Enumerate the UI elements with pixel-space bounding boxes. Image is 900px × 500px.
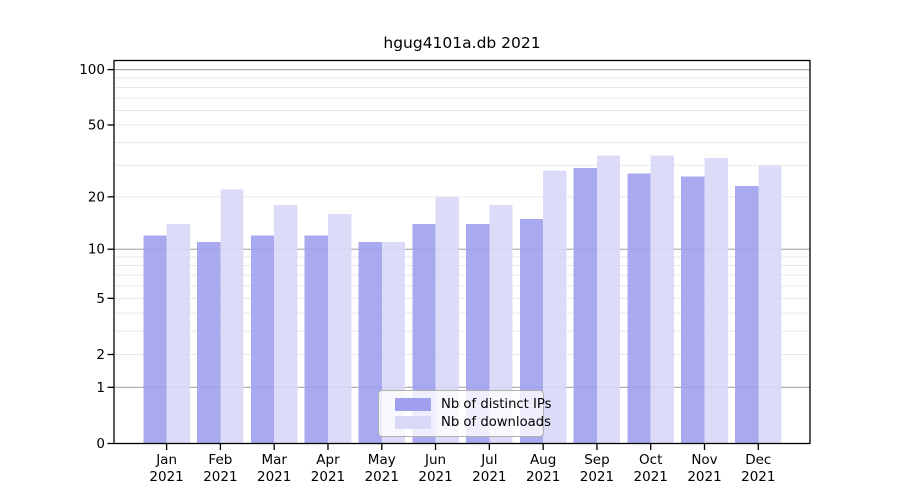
bar-nb-of-distinct-ips-jun [412,224,436,444]
bar-nb-of-distinct-ips-feb [197,242,221,444]
bar-nb-of-distinct-ips-oct [627,173,651,444]
bar-nb-of-distinct-ips-apr [304,235,328,444]
plot-border [113,59,811,445]
bar-nb-of-distinct-ips-aug [519,218,544,444]
legend-swatch-distinct-ips [395,397,431,411]
y-tick-label-50: 50 [88,117,105,133]
x-tick-label-jun: Jun [424,452,446,468]
bar-nb-of-downloads-jan [166,224,190,444]
x-tick-label-jul: Jul [480,452,497,468]
x-tick-label-nov: Nov [691,452,717,468]
x-tick-label-dec: Dec [745,452,771,468]
bar-nb-of-downloads-mar [274,204,298,444]
bar-nb-of-distinct-ips-mar [250,235,275,444]
y-tick-label-100: 100 [79,62,105,78]
x-tick-label-mar: Mar [261,452,287,468]
x-tick-label-feb: Feb [208,452,232,468]
x-tick-label-year-jul: 2021 [472,469,506,485]
bar-nb-of-distinct-ips-may [358,242,382,444]
bar-nb-of-distinct-ips-dec [734,186,759,444]
x-tick-label-year-aug: 2021 [526,469,560,485]
chart-title: hgug4101a.db 2021 [383,34,541,52]
bar-nb-of-downloads-feb [220,189,244,444]
bar-nb-of-downloads-nov [704,157,728,444]
y-tick-label-1: 1 [96,380,105,396]
x-tick-label-sep: Sep [584,452,609,468]
x-tick-label-year-jun: 2021 [418,469,452,485]
x-tick-label-year-nov: 2021 [687,469,721,485]
y-tick-label-10: 10 [88,242,105,258]
x-tick-label-aug: Aug [530,452,556,468]
x-tick-label-year-oct: 2021 [634,469,668,485]
legend-item-distinct-ips: Nb of distinct IPs [395,395,552,414]
x-tick-label-may: May [368,452,396,468]
bar-nb-of-downloads-aug [543,170,567,444]
legend-swatch-downloads [395,416,431,430]
x-tick-label-apr: Apr [316,452,340,468]
x-tick-label-oct: Oct [639,452,662,468]
x-tick-label-year-mar: 2021 [257,469,291,485]
bar-nb-of-distinct-ips-sep [573,167,597,444]
legend-label-downloads: Nb of downloads [441,415,551,431]
bar-nb-of-downloads-dec [758,165,782,444]
y-tick-label-5: 5 [96,291,105,307]
legend-item-downloads: Nb of downloads [395,414,551,433]
bar-nb-of-downloads-jun [435,196,459,444]
bar-nb-of-downloads-sep [596,155,621,444]
x-tick-label-year-feb: 2021 [203,469,237,485]
x-tick-label-jan: Jan [155,452,177,468]
bar-nb-of-distinct-ips-nov [681,176,705,444]
x-tick-label-year-apr: 2021 [311,469,345,485]
x-tick-label-year-sep: 2021 [580,469,614,485]
y-tick-label-0: 0 [96,436,105,452]
bar-nb-of-distinct-ips-jul [466,224,490,444]
bar-nb-of-downloads-oct [650,155,675,444]
y-tick-label-2: 2 [96,347,105,363]
y-tick-label-20: 20 [88,189,105,205]
legend-label-distinct-ips: Nb of distinct IPs [441,396,552,412]
x-tick-label-year-dec: 2021 [741,469,775,485]
legend: Nb of distinct IPs Nb of downloads [378,390,552,437]
bar-nb-of-downloads-jul [489,204,513,444]
x-tick-label-year-jan: 2021 [149,469,183,485]
bar-nb-of-downloads-apr [327,213,352,444]
bar-nb-of-distinct-ips-jan [143,235,167,444]
x-tick-label-year-may: 2021 [365,469,399,485]
